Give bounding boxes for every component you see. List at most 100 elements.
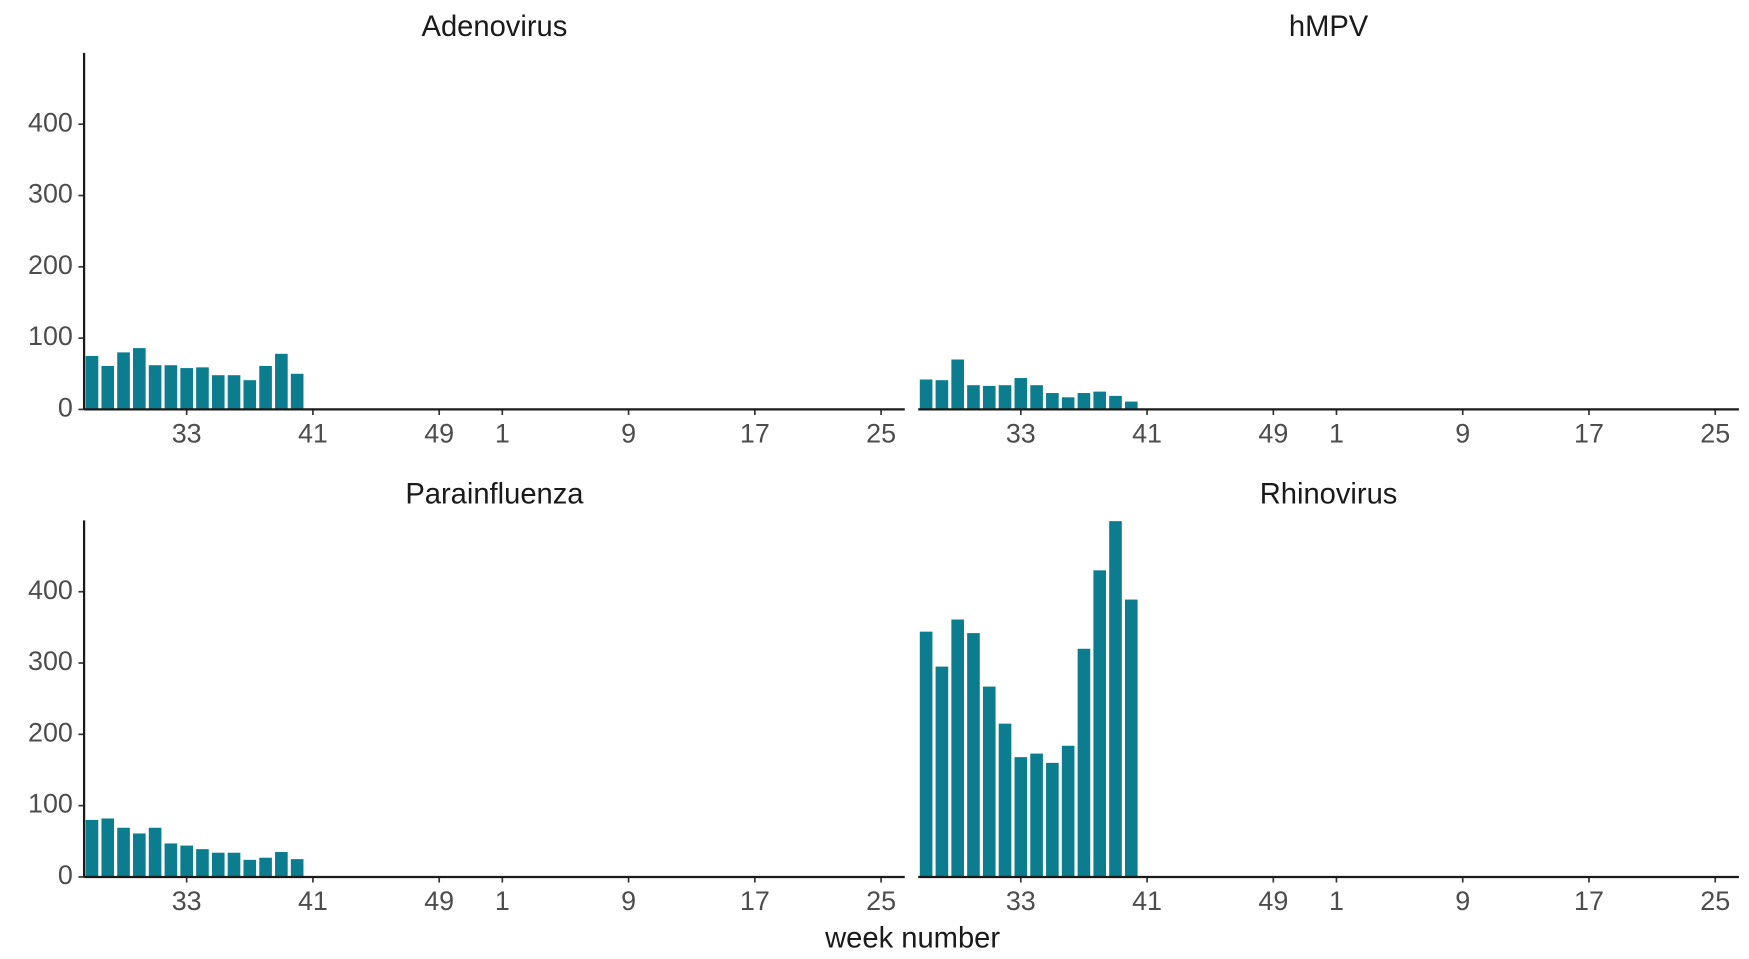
x-tick-label: 17 [1574, 418, 1604, 448]
bar [164, 843, 178, 877]
bar [275, 353, 288, 410]
bar [196, 367, 209, 410]
x-tick-label: 1 [495, 418, 510, 448]
x-tick-label: 25 [1700, 886, 1730, 916]
x-tick-label: 41 [298, 886, 328, 916]
bar [290, 859, 304, 877]
bar [243, 859, 257, 877]
bar [164, 365, 178, 410]
bar [211, 375, 225, 410]
x-tick-label: 9 [1455, 886, 1470, 916]
bar [967, 633, 980, 877]
bar [211, 852, 225, 877]
bar [1093, 391, 1107, 410]
bar [85, 819, 99, 877]
bar [101, 365, 115, 410]
bar [1014, 378, 1028, 410]
x-tick-label: 33 [1006, 418, 1036, 448]
bar [951, 619, 964, 877]
x-tick-label: 1 [495, 886, 510, 916]
bar [133, 833, 146, 877]
bar [1061, 745, 1075, 877]
bar [1030, 385, 1043, 410]
x-tick-label: 9 [1455, 418, 1470, 448]
bar [998, 723, 1012, 877]
x-tick-label: 49 [1258, 418, 1288, 448]
bar [85, 355, 99, 410]
bar [275, 851, 288, 877]
bar [1077, 648, 1091, 877]
y-tick-label: 400 [28, 575, 73, 605]
bar [1014, 757, 1028, 877]
x-tick-label: 49 [424, 418, 454, 448]
y-tick-label: 200 [28, 717, 73, 747]
bar [982, 686, 996, 877]
x-tick-label: 17 [740, 418, 770, 448]
bar [148, 365, 162, 410]
x-tick-label: 49 [1258, 886, 1288, 916]
bar [196, 849, 209, 877]
x-tick-label: 9 [621, 886, 636, 916]
bar [1109, 521, 1122, 877]
bar [133, 348, 146, 410]
bar [117, 827, 130, 877]
panel-title: Parainfluenza [405, 478, 584, 510]
bar [935, 380, 949, 410]
y-tick-label: 200 [28, 250, 73, 280]
panel-title: hMPV [1289, 11, 1369, 43]
bar [180, 845, 193, 877]
bar [1093, 570, 1107, 877]
panel-title: Adenovirus [422, 11, 568, 43]
x-tick-label: 41 [1132, 418, 1162, 448]
x-axis-label: week number [824, 922, 1000, 954]
bar [919, 379, 933, 410]
bar [1124, 401, 1138, 410]
x-tick-label: 17 [1574, 886, 1604, 916]
bar [1046, 393, 1059, 410]
bar [1061, 397, 1075, 410]
x-tick-label: 25 [866, 418, 896, 448]
y-tick-label: 300 [28, 646, 73, 676]
y-tick-label: 0 [58, 860, 73, 890]
bar [1030, 753, 1043, 877]
x-tick-label: 9 [621, 418, 636, 448]
bar [148, 827, 162, 877]
y-tick-label: 100 [28, 321, 73, 351]
bar [101, 818, 115, 877]
x-tick-label: 33 [172, 418, 202, 448]
bar [1109, 395, 1122, 410]
bar [227, 852, 241, 877]
bar [1124, 599, 1138, 877]
bar [259, 857, 272, 877]
bar [117, 352, 130, 410]
x-tick-label: 33 [172, 886, 202, 916]
bar [967, 385, 980, 410]
bar [951, 359, 964, 410]
x-tick-label: 17 [740, 886, 770, 916]
y-tick-label: 400 [28, 107, 73, 137]
x-tick-label: 33 [1006, 886, 1036, 916]
bar [227, 375, 241, 410]
y-tick-label: 0 [58, 393, 73, 423]
panel-title: Rhinovirus [1260, 478, 1398, 510]
x-tick-label: 49 [424, 886, 454, 916]
bar [998, 385, 1012, 410]
bar [919, 631, 933, 877]
x-tick-label: 25 [1700, 418, 1730, 448]
bar [180, 368, 193, 410]
x-tick-label: 1 [1329, 886, 1344, 916]
bar [935, 666, 949, 877]
bar [982, 385, 996, 410]
x-tick-label: 25 [866, 886, 896, 916]
bar [1077, 393, 1091, 410]
y-tick-label: 300 [28, 179, 73, 209]
bar [290, 373, 304, 410]
bar [243, 380, 257, 410]
x-tick-label: 41 [1132, 886, 1162, 916]
bar [259, 365, 272, 410]
bar [1046, 762, 1059, 877]
y-tick-label: 100 [28, 789, 73, 819]
x-tick-label: 41 [298, 418, 328, 448]
x-tick-label: 1 [1329, 418, 1344, 448]
